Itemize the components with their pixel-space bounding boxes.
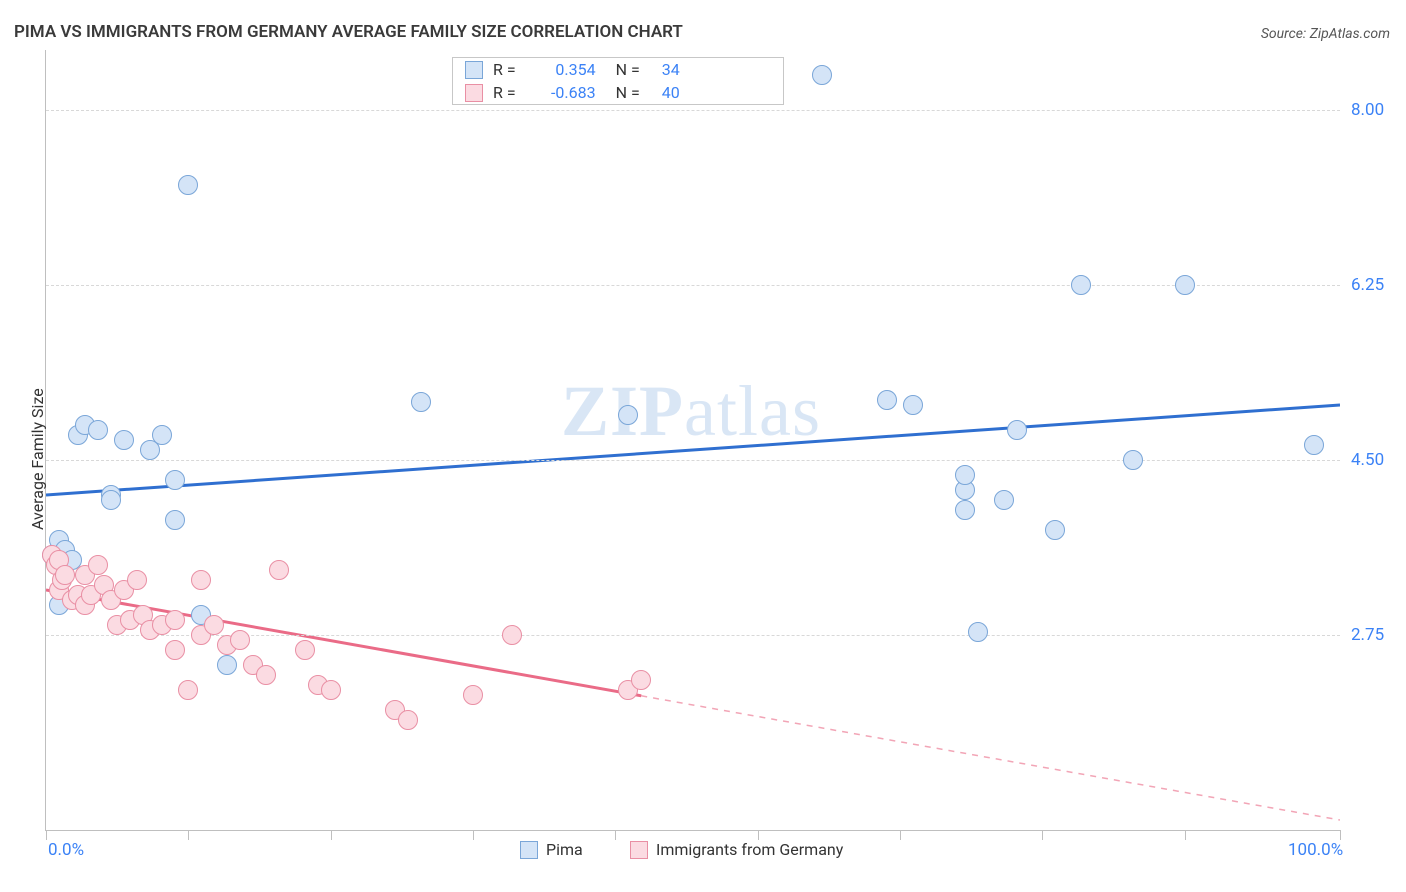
legend-swatch [630, 841, 648, 859]
scatter-point [165, 610, 185, 630]
stat-row: R = 0.354 N = 34 [453, 58, 783, 81]
x-tick [188, 830, 189, 840]
scatter-point [256, 665, 276, 685]
stat-n-label: N = [616, 60, 640, 79]
x-tick [1340, 830, 1341, 840]
stat-n-value: 34 [650, 60, 680, 79]
scatter-point [502, 625, 522, 645]
y-axis-label: Average Family Size [28, 388, 47, 530]
stat-r-value: -0.683 [526, 83, 596, 102]
scatter-point [398, 710, 418, 730]
scatter-point [191, 570, 211, 590]
stat-n-label: N = [616, 83, 640, 102]
x-axis-max-label: 100.0% [1288, 840, 1343, 860]
source-label: Source: ZipAtlas.com [1261, 26, 1390, 42]
scatter-point [165, 640, 185, 660]
scatter-point [618, 405, 638, 425]
x-tick [758, 830, 759, 840]
scatter-point [114, 430, 134, 450]
stat-row: R = -0.683 N = 40 [453, 81, 783, 104]
legend-swatch [520, 841, 538, 859]
scatter-point [178, 175, 198, 195]
legend-label: Pima [546, 840, 583, 859]
legend-item: Pima [520, 840, 583, 859]
scatter-point [165, 510, 185, 530]
legend-item: Immigrants from Germany [630, 840, 843, 859]
y-tick-label: 8.00 [1351, 100, 1384, 120]
y-tick-label: 2.75 [1351, 625, 1384, 645]
scatter-point [812, 65, 832, 85]
gridline [46, 110, 1340, 111]
series-swatch [465, 84, 483, 102]
gridline [46, 285, 1340, 286]
correlation-stats-box: R = 0.354 N = 34 R = -0.683 N = 40 [452, 57, 784, 105]
scatter-point [269, 560, 289, 580]
stat-n-value: 40 [650, 83, 680, 102]
scatter-point [994, 490, 1014, 510]
trend-lines [46, 50, 1340, 830]
scatter-point [463, 685, 483, 705]
scatter-point [204, 615, 224, 635]
scatter-point [55, 565, 75, 585]
scatter-point [411, 392, 431, 412]
scatter-point [968, 622, 988, 642]
trend-line-extrapolated [641, 696, 1340, 820]
scatter-point [955, 465, 975, 485]
scatter-point [230, 630, 250, 650]
scatter-point [88, 555, 108, 575]
scatter-point [88, 420, 108, 440]
x-axis-min-label: 0.0% [48, 840, 84, 860]
x-tick [615, 830, 616, 840]
x-tick [331, 830, 332, 840]
scatter-point [101, 490, 121, 510]
stat-r-value: 0.354 [526, 60, 596, 79]
x-tick [1042, 830, 1043, 840]
scatter-point [955, 500, 975, 520]
scatter-point [178, 680, 198, 700]
scatter-point [321, 680, 341, 700]
legend-label: Immigrants from Germany [656, 840, 843, 859]
scatter-point [903, 395, 923, 415]
x-tick [900, 830, 901, 840]
scatter-point [1123, 450, 1143, 470]
scatter-point [1175, 275, 1195, 295]
scatter-point [877, 390, 897, 410]
x-tick [46, 830, 47, 840]
scatter-point [1304, 435, 1324, 455]
gridline [46, 460, 1340, 461]
series-swatch [465, 61, 483, 79]
plot-area: ZIPatlas [45, 50, 1340, 831]
scatter-point [631, 670, 651, 690]
y-tick-label: 4.50 [1351, 450, 1384, 470]
scatter-point [127, 570, 147, 590]
scatter-point [165, 470, 185, 490]
scatter-point [152, 425, 172, 445]
scatter-point [295, 640, 315, 660]
scatter-point [1045, 520, 1065, 540]
x-tick [473, 830, 474, 840]
stat-r-label: R = [493, 60, 516, 79]
watermark: ZIPatlas [561, 370, 821, 453]
y-tick-label: 6.25 [1351, 275, 1384, 295]
trend-line [46, 590, 641, 696]
scatter-point [1071, 275, 1091, 295]
scatter-point [1007, 420, 1027, 440]
trend-line [46, 405, 1340, 495]
chart-title: PIMA VS IMMIGRANTS FROM GERMANY AVERAGE … [14, 22, 683, 42]
x-tick [1185, 830, 1186, 840]
scatter-point [217, 655, 237, 675]
stat-r-label: R = [493, 83, 516, 102]
